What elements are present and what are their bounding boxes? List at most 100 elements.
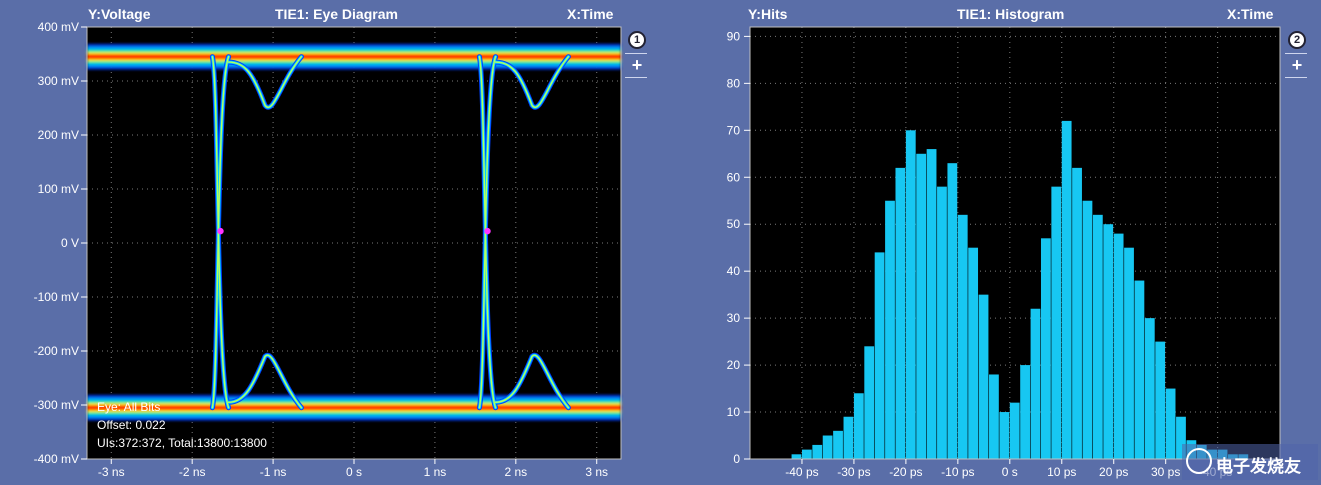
hist-bar — [957, 214, 968, 459]
hist-x-tick-label: 30 ps — [1151, 465, 1180, 479]
trace-1-badge[interactable]: 1 — [628, 31, 646, 49]
hist-bar — [801, 449, 812, 459]
hist-x-tick-label: -10 ps — [941, 465, 974, 479]
hist-bar — [1176, 416, 1186, 459]
watermark: 电子发烧友 — [1182, 444, 1318, 480]
eye-transition-right-crossing-marker — [484, 227, 491, 235]
eye-y-tick-label: 0 V — [61, 236, 79, 250]
hist-y-tick-label: 90 — [727, 29, 741, 43]
hist-bar — [885, 200, 895, 459]
hist-bar — [1051, 186, 1062, 460]
eye-title: TIE1: Eye Diagram — [275, 6, 398, 22]
hist-bar — [1103, 224, 1114, 459]
hist-bar — [937, 186, 947, 460]
hist-bar — [1134, 280, 1145, 459]
hist-bar — [916, 153, 927, 460]
hist-bar — [926, 149, 937, 459]
hist-bar — [874, 252, 885, 459]
hist-bar — [989, 374, 999, 459]
hist-y-tick-label: 80 — [727, 76, 741, 90]
badge-separator — [1285, 77, 1307, 78]
eye-x-tick-label: -1 ns — [260, 465, 287, 479]
eye-y-tick-label: 100 mV — [38, 182, 79, 196]
eye-y-tick-label: -300 mV — [34, 398, 79, 412]
eye-x-tick-label: 0 s — [346, 465, 362, 479]
hist-x-tick-label: 20 ps — [1099, 465, 1128, 479]
eye-diagram-panel: Y:Voltage TIE1: Eye Diagram X:Time 400 m… — [0, 0, 660, 485]
histogram-chart: 90 80 70 60 50 40 30 20 10 0 -40 ps -30 ps -20 ps -10… — [727, 26, 1281, 479]
hist-x-tick-label: 0 s — [1002, 465, 1018, 479]
hist-bar — [1009, 402, 1020, 459]
eye-high-rail — [87, 43, 621, 70]
add-trace-button[interactable]: + — [1291, 55, 1303, 75]
hist-x-tick-label: -20 ps — [889, 465, 922, 479]
eye-y-tick-label: 200 mV — [38, 128, 79, 142]
hist-x-tick-label: 10 ps — [1047, 465, 1076, 479]
eye-high-rail-layer — [87, 54, 621, 60]
watermark-text: 电子发烧友 — [1216, 457, 1301, 476]
hist-bar — [895, 167, 906, 459]
eye-low-rail — [87, 394, 621, 421]
eye-y-tick-label: -400 mV — [34, 452, 79, 466]
hist-y-tick-label: 0 — [733, 452, 740, 466]
hist-bar — [1030, 308, 1041, 459]
hist-bar — [853, 393, 864, 459]
hist-bar — [1144, 318, 1155, 459]
hist-xlabel: X:Time — [1227, 6, 1274, 22]
trace-2-badge[interactable]: 2 — [1288, 31, 1306, 49]
hist-y-tick-label: 20 — [727, 358, 741, 372]
badge-separator — [625, 53, 647, 54]
hist-bar — [1124, 247, 1134, 459]
hist-y-tick-label: 60 — [727, 170, 741, 184]
eye-x-tick-label: -2 ns — [179, 465, 206, 479]
eye-grid — [87, 26, 621, 460]
eye-transition-left-stroke — [227, 354, 303, 409]
hist-y-tick-label: 40 — [727, 264, 741, 278]
hist-x-tick-label: -40 ps — [785, 465, 818, 479]
hist-bar — [1020, 365, 1030, 459]
hist-bar — [1072, 167, 1082, 459]
hist-x-tick-label: -30 ps — [837, 465, 870, 479]
hist-plot-frame — [749, 26, 1281, 460]
hist-bar — [791, 454, 802, 459]
hist-bar — [968, 247, 979, 459]
hist-y-tick-label: 30 — [727, 311, 741, 325]
hist-bar — [1113, 233, 1124, 459]
hist-plot-area — [750, 27, 1280, 459]
eye-x-tick-label: 2 ns — [504, 465, 527, 479]
hist-bar — [1165, 388, 1176, 459]
eye-y-tick-label: -100 mV — [34, 290, 79, 304]
eye-annotation: Offset: 0.022 — [97, 418, 166, 432]
hist-bar — [1092, 214, 1103, 459]
eye-transition-right-stroke — [494, 56, 570, 108]
eye-x-tick-label: -3 ns — [98, 465, 125, 479]
hist-bar — [864, 346, 875, 459]
eye-y-tick-label: -200 mV — [34, 344, 79, 358]
hist-y-tick-label: 70 — [727, 123, 741, 137]
add-trace-button[interactable]: + — [631, 55, 643, 75]
eye-transition-left-crossing-marker — [217, 227, 224, 235]
hist-bar — [999, 412, 1010, 459]
eye-annotation: UIs:372:372, Total:13800:13800 — [97, 436, 267, 450]
hist-bar — [1040, 238, 1051, 459]
hist-y-tick-label: 50 — [727, 217, 741, 231]
badge-separator — [625, 77, 647, 78]
hist-bar — [905, 130, 916, 459]
eye-low-rail-layer — [87, 405, 621, 411]
hist-y-tick-label: 10 — [727, 405, 741, 419]
eye-xlabel: X:Time — [567, 6, 614, 22]
hist-bar — [978, 294, 989, 459]
watermark-logo-icon — [1186, 448, 1212, 474]
eye-transition-right-stroke — [494, 354, 570, 409]
hist-bar — [812, 444, 823, 459]
hist-title: TIE1: Histogram — [957, 6, 1065, 22]
eye-annotation: Eye: All Bits — [97, 400, 160, 414]
eye-ylabel: Y:Voltage — [88, 6, 151, 22]
hist-ylabel: Y:Hits — [748, 6, 788, 22]
histogram-panel: Y:Hits TIE1: Histogram X:Time 90 80 70 60 50… — [660, 0, 1321, 485]
eye-y-tick-label: 400 mV — [38, 20, 79, 34]
eye-transition-left-stroke — [227, 56, 303, 108]
eye-y-tick-label: 300 mV — [38, 74, 79, 88]
hist-bar — [1155, 341, 1166, 459]
hist-grid — [750, 27, 1280, 459]
